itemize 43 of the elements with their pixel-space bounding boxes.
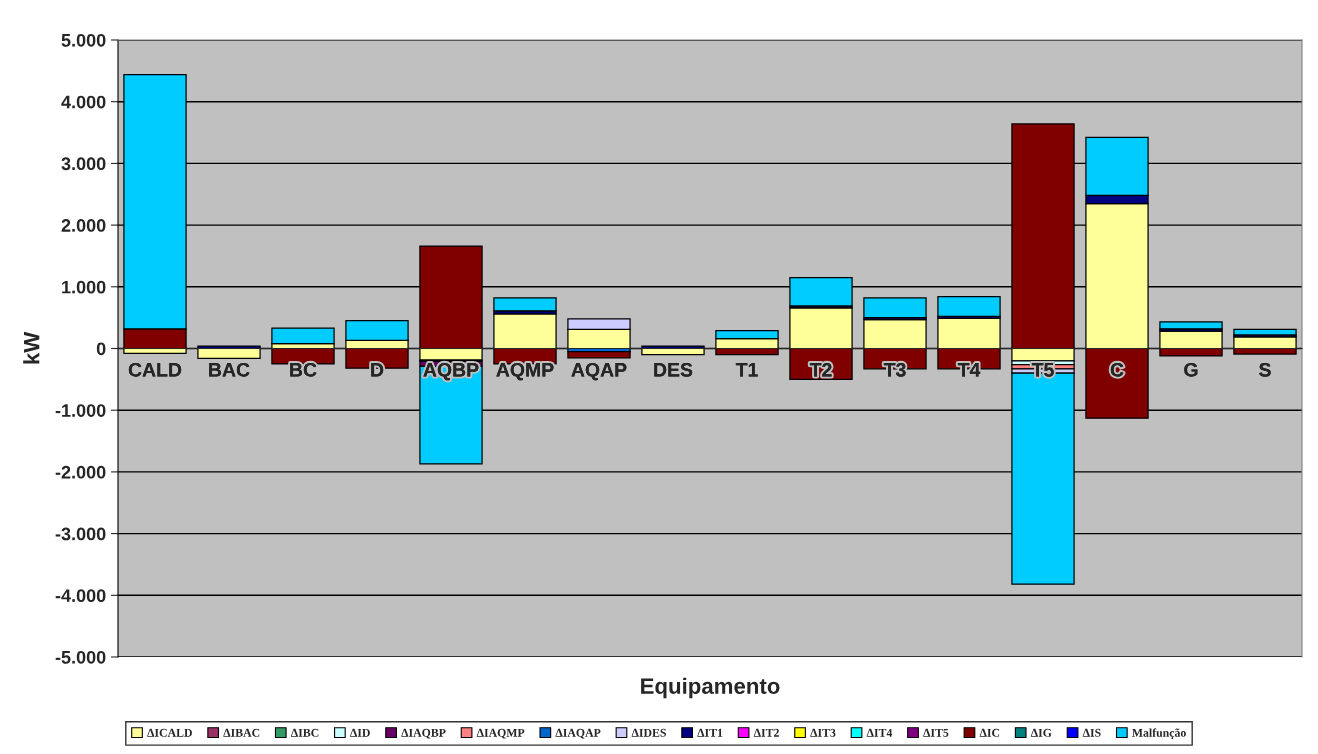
legend-label: ΔIDES [631, 728, 666, 737]
y-tick-label: -2.000 [55, 465, 106, 479]
x-tick-label: G [1184, 362, 1198, 377]
y-tick-label: -1.000 [55, 404, 106, 417]
y-tick-label: 4.000 [61, 95, 106, 109]
legend-label: ΔIT5 [923, 728, 949, 737]
legend-label: Malfunção [1132, 728, 1186, 740]
legend-label: ΔIS [1082, 728, 1101, 737]
x-tick-label: C [1110, 362, 1124, 377]
legend-label: ΔIBC [290, 728, 319, 737]
x-tick-label: CALD [128, 362, 182, 377]
x-tick-label: S [1259, 362, 1271, 377]
legend-label: ΔIT2 [753, 728, 779, 737]
x-tick-label: T1 [735, 363, 758, 377]
x-tick-label: BAC [209, 362, 250, 377]
y-tick-label: -5.000 [55, 650, 106, 664]
y-tick-label: 0 [96, 342, 106, 356]
x-tick-label: AQAP [571, 362, 627, 381]
x-tick-label: AQMP [496, 362, 554, 381]
y-tick-label: 1.000 [62, 280, 106, 294]
legend-label: ΔIT1 [697, 728, 723, 737]
legend-label: ΔIC [979, 728, 1000, 737]
legend-label: ΔIBAC [223, 728, 260, 737]
x-tick-label: AQBP [423, 362, 479, 381]
legend-label: ΔIT4 [866, 728, 893, 737]
legend-label: ΔIT3 [810, 728, 836, 737]
y-tick-label: -3.000 [55, 527, 106, 541]
x-tick-label: T2 [809, 362, 832, 377]
legend-label: ΔICALD [147, 728, 192, 737]
y-tick-label: 2.000 [61, 219, 106, 232]
legend-label: ΔID [350, 728, 370, 737]
legend-label: ΔIAQAP [555, 728, 601, 739]
y-tick-label: -4.000 [55, 589, 106, 603]
legend-label: ΔIAQBP [401, 728, 446, 739]
x-tick-label: BC [290, 362, 317, 377]
x-tick-label: T5 [1031, 363, 1054, 377]
y-tick-label: 3.000 [61, 157, 106, 171]
legend-label: ΔIAQMP [476, 728, 525, 739]
x-axis-title: Equipamento [641, 677, 780, 699]
y-tick-label: 5.000 [61, 33, 106, 47]
x-tick-label: DES [654, 362, 693, 377]
y-axis-title: kW [23, 331, 40, 364]
legend-label: ΔIG [1030, 728, 1052, 737]
